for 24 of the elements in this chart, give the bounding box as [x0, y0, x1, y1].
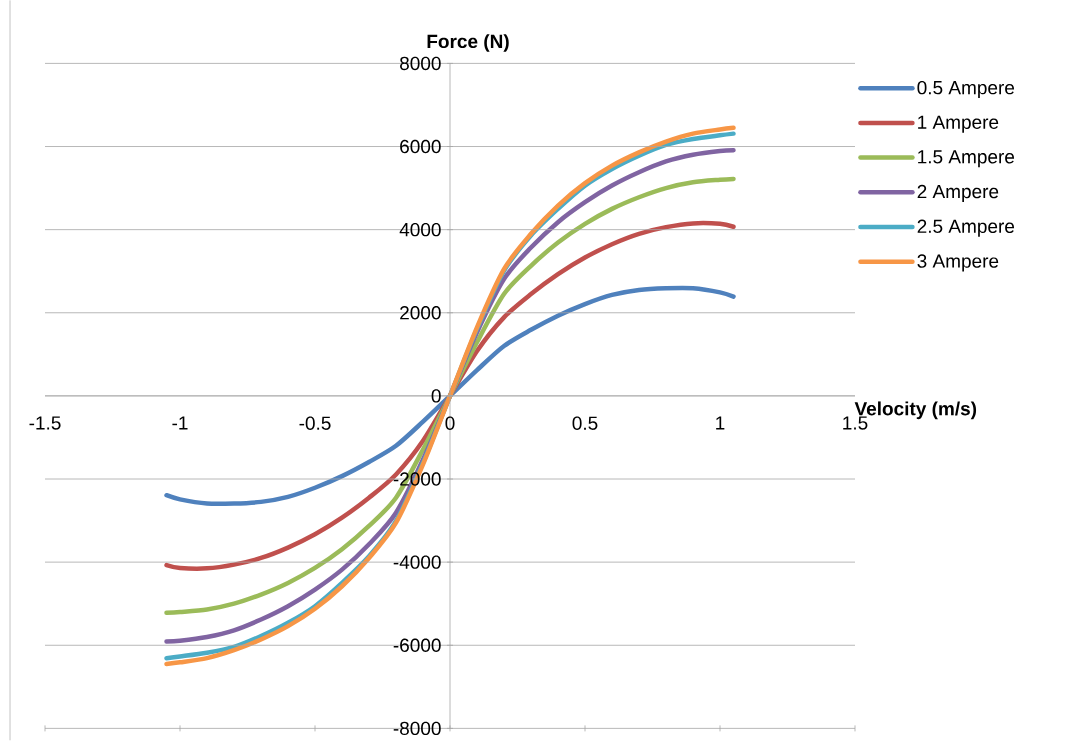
x-tick-label: -1 [172, 416, 188, 430]
y-tick-label: -6000 [393, 638, 441, 653]
y-tick-label: 8000 [400, 56, 441, 71]
legend-label: 2.5 Ampere [917, 219, 1015, 237]
legend-label: 0.5 Ampere [917, 81, 1015, 99]
legend-label: 1.5 Ampere [918, 150, 1015, 168]
x-tick-label: -1.5 [29, 416, 61, 430]
legend-label: 3 Ampere [917, 254, 999, 272]
y-tick-label: -4000 [393, 555, 441, 569]
x-tick-label: 0.5 [572, 416, 598, 430]
y-tick-label: 4000 [399, 223, 441, 237]
y-axis-title: Force (N) [427, 34, 509, 52]
y-tick-label: -2000 [393, 472, 441, 486]
y-tick-label: 0 [431, 389, 441, 403]
y-tick-label: -8000 [393, 721, 441, 736]
y-tick-label: 2000 [400, 306, 441, 320]
x-tick-label: 1 [716, 416, 725, 430]
line-series [164, 285, 736, 507]
legend-label: 1 Ampere [918, 115, 999, 133]
y-tick-label: 6000 [400, 139, 441, 154]
legend-label: 2 Ampere [917, 184, 999, 203]
line-series [164, 221, 736, 571]
x-tick-label: -0.5 [299, 416, 331, 430]
x-tick-label: 0 [445, 416, 455, 430]
